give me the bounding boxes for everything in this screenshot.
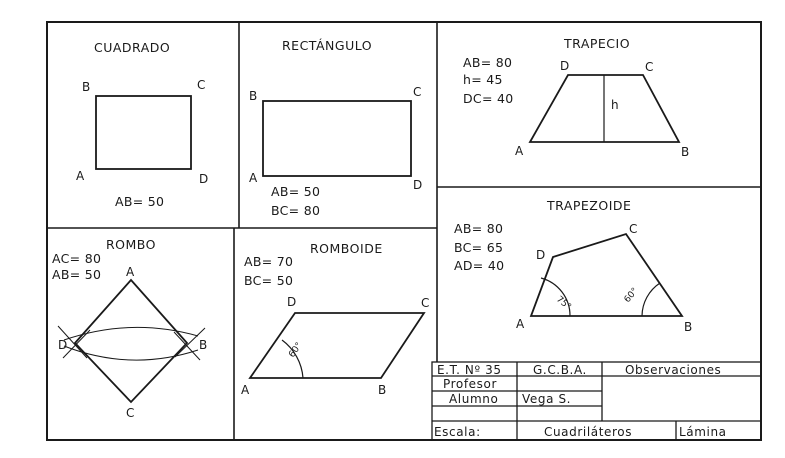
rombo-label-b: B <box>199 338 207 352</box>
rectangulo-data-2: BC= 80 <box>271 203 320 218</box>
romboide-label-a: A <box>241 383 250 397</box>
trapecio-data-2: h= 45 <box>463 72 503 87</box>
tb-gcba: G.C.B.A. <box>533 363 587 377</box>
romboide-title: ROMBOIDE <box>310 241 383 256</box>
panel-cuadrado: CUADRADO B C A D AB= 50 <box>76 40 208 209</box>
tb-alumno-name: Vega S. <box>522 392 571 406</box>
rectangulo-label-b: B <box>249 89 257 103</box>
title-block: E.T. Nº 35 G.C.B.A. Observaciones Profes… <box>431 361 762 441</box>
cuadrado-data-1: AB= 50 <box>115 194 164 209</box>
rombo-data-2: AB= 50 <box>52 267 101 282</box>
cuadrado-label-b: B <box>82 80 90 94</box>
romboide-angle-label: 60° <box>287 341 304 360</box>
trapezoid-irregular-shape <box>529 232 684 317</box>
trapecio-label-h: h <box>611 98 619 112</box>
parallelogram-shape <box>248 312 426 379</box>
trapezoide-angle-arc-a <box>540 277 571 317</box>
trapecio-label-a: A <box>515 144 524 158</box>
trapecio-data-3: DC= 40 <box>463 91 514 106</box>
tb-school: E.T. Nº 35 <box>437 363 502 377</box>
tb-alumno: Alumno <box>449 392 498 406</box>
title-block-grid <box>431 361 762 441</box>
rhombus-construction-arcs <box>57 325 206 361</box>
tb-profesor: Profesor <box>443 377 497 391</box>
rombo-label-d: D <box>58 338 67 352</box>
panel-trapecio: TRAPECIO h D C A B AB= 80 h= 45 DC= 40 <box>463 36 689 159</box>
trapezoide-label-d: D <box>536 248 545 262</box>
tb-escala: Escala: <box>434 425 481 439</box>
rectangulo-title: RECTÁNGULO <box>282 38 372 53</box>
romboide-data-1: AB= 70 <box>244 254 293 269</box>
rombo-label-c: C <box>126 406 134 420</box>
rombo-title: ROMBO <box>106 237 156 252</box>
cuadrado-label-d: D <box>199 172 208 186</box>
rombo-data-1: AC= 80 <box>52 251 101 266</box>
romboide-label-c: C <box>421 296 429 310</box>
rectangulo-data-1: AB= 50 <box>271 184 320 199</box>
trapecio-label-c: C <box>645 60 653 74</box>
panel-romboide: ROMBOIDE AB= 70 BC= 50 60° D C A B <box>241 241 429 397</box>
trapecio-data-1: AB= 80 <box>463 55 512 70</box>
rectangulo-label-d: D <box>413 178 422 192</box>
trapecio-label-b: B <box>681 145 689 159</box>
trapezoide-label-b: B <box>684 320 692 334</box>
rombo-label-a: A <box>126 265 135 279</box>
trapezoid-shape <box>528 74 681 143</box>
romboide-angle-arc <box>281 339 304 379</box>
cuadrado-label-c: C <box>197 78 205 92</box>
cuadrado-title: CUADRADO <box>94 40 170 55</box>
sheet-border <box>46 21 762 441</box>
romboide-label-b: B <box>378 383 386 397</box>
panel-dividers <box>47 22 761 440</box>
square-shape <box>95 95 192 170</box>
rectangle-shape <box>262 100 412 177</box>
cuadrado-label-a: A <box>76 169 85 183</box>
trapezoide-title: TRAPEZOIDE <box>546 198 631 213</box>
romboide-data-2: BC= 50 <box>244 273 293 288</box>
trapezoide-angle-arc-b <box>641 282 661 317</box>
trapezoide-label-c: C <box>629 222 637 236</box>
trapecio-label-d: D <box>560 59 569 73</box>
tb-observaciones: Observaciones <box>625 363 721 377</box>
trapezoide-angle-b-label: 60° <box>623 286 641 305</box>
trapezoide-data-2: BC= 65 <box>454 240 503 255</box>
trapezoide-label-a: A <box>516 317 525 331</box>
rhombus-shape <box>73 278 189 404</box>
panel-rectangulo: RECTÁNGULO B C A D AB= 50 BC= 80 <box>249 38 422 218</box>
tb-subject: Cuadriláteros <box>544 425 632 439</box>
romboide-label-d: D <box>287 295 296 309</box>
trapecio-title: TRAPECIO <box>563 36 630 51</box>
tb-lamina: Lámina <box>679 425 727 439</box>
trapezoide-data-3: AD= 40 <box>454 258 504 273</box>
panel-trapezoide: TRAPEZOIDE AB= 80 BC= 65 AD= 40 75° 60° … <box>454 198 692 334</box>
panel-rombo: ROMBO AC= 80 AB= 50 A D B C <box>52 237 207 420</box>
rectangulo-label-c: C <box>413 85 421 99</box>
trapezoide-data-1: AB= 80 <box>454 221 503 236</box>
rectangulo-label-a: A <box>249 171 258 185</box>
